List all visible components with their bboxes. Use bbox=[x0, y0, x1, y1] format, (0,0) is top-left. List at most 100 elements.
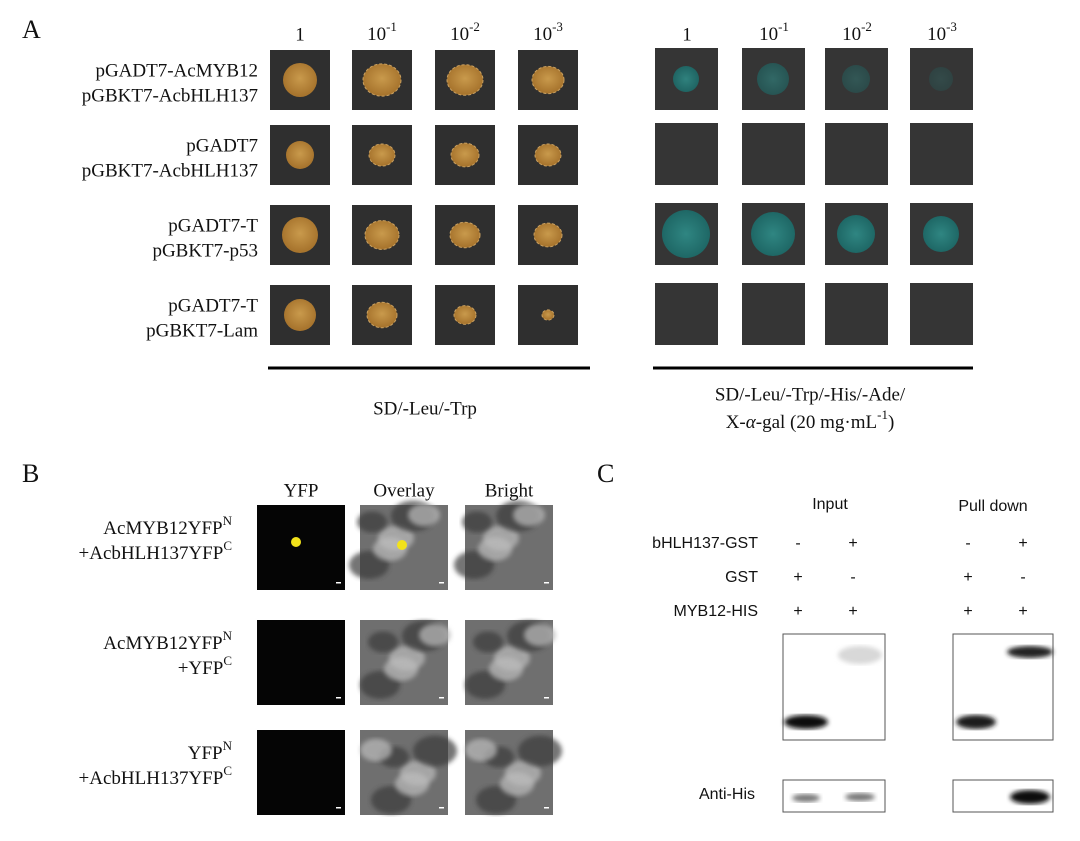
scale-bar bbox=[336, 582, 341, 584]
text-segment: +AcbHLH137YFP bbox=[79, 543, 224, 564]
plate-square bbox=[655, 123, 718, 185]
strain-label: pGBKT7-p53 bbox=[152, 240, 258, 261]
text-segment: -gal (20 mg·mL bbox=[756, 412, 877, 433]
blot-band bbox=[1007, 646, 1053, 658]
blot-band bbox=[792, 794, 820, 802]
superscript: C bbox=[223, 538, 232, 553]
superscript: N bbox=[223, 738, 233, 753]
plate-square bbox=[910, 123, 973, 185]
cell-texture bbox=[419, 623, 451, 647]
text-segment: YFP bbox=[188, 743, 223, 764]
yeast-colony bbox=[541, 309, 555, 321]
strain-label: pGBKT7-Lam bbox=[146, 320, 258, 341]
yeast-colony bbox=[283, 63, 317, 97]
scale-bar bbox=[544, 582, 549, 584]
yeast-colony bbox=[453, 305, 477, 325]
column-label: Bright bbox=[485, 480, 534, 501]
plate-square bbox=[825, 123, 888, 185]
panel-label: C bbox=[597, 459, 614, 488]
plate-square bbox=[742, 123, 805, 185]
superscript: C bbox=[223, 763, 232, 778]
yfp-signal bbox=[397, 540, 407, 550]
sign: - bbox=[850, 569, 855, 586]
dilution-label: 10-1 bbox=[759, 19, 789, 45]
sign: + bbox=[1018, 603, 1027, 620]
row-label: MYB12-HIS bbox=[674, 603, 758, 620]
scale-bar bbox=[439, 582, 444, 584]
micrograph bbox=[257, 730, 345, 815]
cell-texture bbox=[357, 511, 387, 533]
plate-square bbox=[742, 283, 805, 345]
blue-colony bbox=[673, 66, 699, 92]
dilution-label: 10-3 bbox=[533, 19, 563, 45]
cell-texture bbox=[368, 631, 398, 653]
column-label: Overlay bbox=[373, 480, 435, 501]
text-segment: +YFP bbox=[178, 658, 224, 679]
sign: + bbox=[963, 569, 972, 586]
medium-label: SD/-Leu/-Trp/-His/-Ade/ bbox=[715, 384, 906, 405]
blue-colony bbox=[662, 210, 710, 258]
strain-label: pGADT7-AcMYB12 bbox=[95, 60, 258, 81]
yeast-colony bbox=[282, 217, 318, 253]
strain-label: pGADT7-T bbox=[168, 215, 258, 236]
cell-texture bbox=[489, 657, 523, 681]
construct-label: AcMYB12YFPN bbox=[103, 628, 232, 654]
sign: + bbox=[793, 569, 802, 586]
micrograph bbox=[257, 505, 345, 590]
superscript: -3 bbox=[552, 19, 563, 34]
strain-label: pGBKT7-AcbHLH137 bbox=[82, 85, 258, 106]
cell-texture bbox=[465, 738, 497, 762]
strain-label: pGBKT7-AcbHLH137 bbox=[82, 160, 258, 181]
medium-label: SD/-Leu/-Trp bbox=[373, 398, 477, 419]
blue-colony bbox=[837, 215, 875, 253]
cell-texture bbox=[384, 657, 418, 681]
text-segment: X- bbox=[726, 412, 746, 433]
yfp-signal bbox=[291, 537, 301, 547]
yeast-colony bbox=[450, 142, 480, 168]
blot-band bbox=[784, 715, 828, 729]
sign: + bbox=[793, 603, 802, 620]
panel-label: B bbox=[22, 459, 39, 488]
row-label: bHLH137-GST bbox=[652, 535, 758, 552]
blue-colony bbox=[751, 212, 795, 256]
cell-texture bbox=[500, 772, 534, 796]
row-label: GST bbox=[725, 569, 758, 586]
dilution-label: 1 bbox=[295, 24, 305, 45]
text-segment: α bbox=[746, 412, 757, 433]
construct-label: YFPN bbox=[188, 738, 233, 764]
sign: + bbox=[848, 603, 857, 620]
scale-bar bbox=[544, 807, 549, 809]
blue-colony bbox=[757, 63, 789, 95]
text-segment: 10 bbox=[450, 24, 469, 45]
superscript: -1 bbox=[877, 407, 888, 422]
yeast-colony bbox=[446, 64, 484, 96]
text-segment: +AcbHLH137YFP bbox=[79, 768, 224, 789]
text-segment: AcMYB12YFP bbox=[103, 633, 222, 654]
dilution-label: 10-1 bbox=[367, 19, 397, 45]
yeast-colony bbox=[449, 221, 481, 249]
scale-bar bbox=[336, 697, 341, 699]
micrograph bbox=[257, 620, 345, 705]
superscript: -2 bbox=[861, 19, 872, 34]
sign: + bbox=[848, 535, 857, 552]
text-segment: ) bbox=[888, 412, 894, 433]
yeast-colony bbox=[368, 143, 396, 167]
yeast-colony bbox=[284, 299, 316, 331]
cell-texture bbox=[408, 503, 440, 527]
text-segment: 10 bbox=[367, 24, 386, 45]
plate-square bbox=[825, 283, 888, 345]
panels: A 1 110-1 10-110-2 10-210-3 10-3pGADT7-AcMYB1… bbox=[22, 15, 1054, 815]
text-segment: 10 bbox=[759, 24, 778, 45]
scale-bar bbox=[544, 697, 549, 699]
cell-texture bbox=[462, 511, 492, 533]
cell-texture bbox=[478, 537, 512, 561]
column-label: YFP bbox=[284, 480, 319, 501]
strain-label: pGADT7 bbox=[186, 135, 258, 156]
group-label: Pull down bbox=[958, 498, 1027, 515]
cell-texture bbox=[413, 735, 457, 767]
scale-bar bbox=[439, 697, 444, 699]
yeast-colony bbox=[534, 143, 562, 167]
strain-label: pGADT7-T bbox=[168, 295, 258, 316]
superscript: C bbox=[223, 653, 232, 668]
